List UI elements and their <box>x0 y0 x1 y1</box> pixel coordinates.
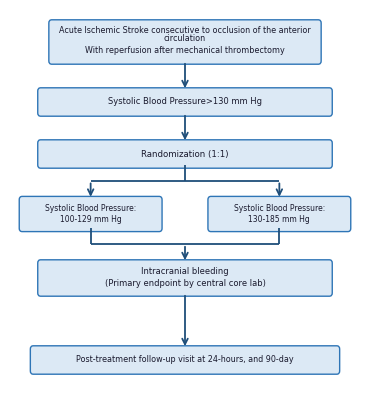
FancyBboxPatch shape <box>38 140 332 168</box>
Text: Systolic Blood Pressure:: Systolic Blood Pressure: <box>45 204 136 213</box>
Text: Acute Ischemic Stroke consecutive to occlusion of the anterior: Acute Ischemic Stroke consecutive to occ… <box>59 26 311 35</box>
FancyBboxPatch shape <box>38 260 332 296</box>
Text: With reperfusion after mechanical thrombectomy: With reperfusion after mechanical thromb… <box>85 46 285 55</box>
FancyBboxPatch shape <box>38 88 332 116</box>
Text: 130-185 mm Hg: 130-185 mm Hg <box>249 215 310 224</box>
FancyBboxPatch shape <box>208 196 351 232</box>
FancyBboxPatch shape <box>30 346 340 374</box>
FancyBboxPatch shape <box>19 196 162 232</box>
FancyBboxPatch shape <box>49 20 321 64</box>
Text: (Primary endpoint by central core lab): (Primary endpoint by central core lab) <box>105 280 265 288</box>
Text: circulation: circulation <box>164 34 206 44</box>
Text: Systolic Blood Pressure:: Systolic Blood Pressure: <box>234 204 325 213</box>
Text: Post-treatment follow-up visit at 24-hours, and 90-day: Post-treatment follow-up visit at 24-hou… <box>76 356 294 364</box>
Text: Randomization (1:1): Randomization (1:1) <box>141 150 229 158</box>
Text: 100-129 mm Hg: 100-129 mm Hg <box>60 215 121 224</box>
Text: Systolic Blood Pressure>130 mm Hg: Systolic Blood Pressure>130 mm Hg <box>108 98 262 106</box>
Text: Intracranial bleeding: Intracranial bleeding <box>141 268 229 276</box>
